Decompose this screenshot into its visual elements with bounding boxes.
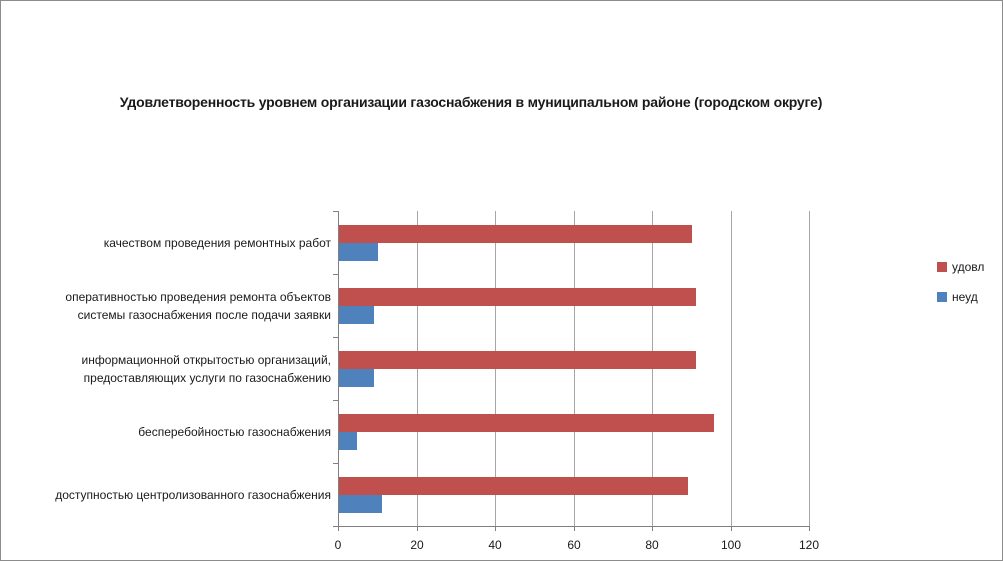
y-axis-tick-3 [333,400,338,401]
x-axis-label-60: 60 [567,538,581,552]
bar-udovl-row1 [339,225,692,243]
y-axis-tick-4 [333,463,338,464]
category-label-row3: информационной открытостью организаций, … [81,352,331,385]
bar-neud-row1 [339,243,378,261]
y-axis-tick-1 [333,274,338,275]
legend-entry-удовл: удовл [937,260,984,274]
x-axis-label-100: 100 [720,538,742,552]
legend-entry-неуд: неуд [937,290,984,304]
x-axis-tick-100 [731,526,732,531]
bar-udovl-row4 [339,414,714,432]
bar-udovl-row5 [339,477,688,495]
x-axis-label-80: 80 [645,538,659,552]
x-axis-tick-80 [652,526,653,531]
chart-title: Удовлетворенность уровнем организации га… [119,94,823,110]
bar-neud-row3 [339,369,374,387]
legend-label-неуд: неуд [952,290,978,304]
x-axis-tick-120 [809,526,810,531]
x-axis-tick-40 [495,526,496,531]
category-label-row5: доступностью центролизованного газоснабж… [55,487,331,502]
bar-udovl-row3 [339,351,696,369]
category-label-row4: бесперебойностью газоснабжения [138,424,331,439]
x-axis-label-0: 0 [334,538,342,552]
x-axis-label-20: 20 [410,538,424,552]
category-label-row2: оперативностью проведения ремонта объект… [65,289,331,322]
y-axis-tick-0 [333,211,338,212]
legend-swatch-неуд [937,292,947,302]
x-axis-label-120: 120 [798,538,820,552]
gridline-100 [731,211,732,526]
bar-neud-row2 [339,306,374,324]
legend-label-удовл: удовл [952,260,985,274]
x-axis-tick-20 [417,526,418,531]
legend: удовл неуд [937,260,984,320]
bar-neud-row4 [339,432,357,450]
y-axis-tick-bottom [333,526,338,527]
category-label-row1: качеством проведения ремонтных работ [103,235,331,250]
x-axis-tick-60 [574,526,575,531]
bar-neud-row5 [339,495,382,513]
y-axis-tick-2 [333,337,338,338]
x-axis-label-40: 40 [488,538,502,552]
x-axis-tick-0 [338,526,339,531]
plot-area [333,211,810,531]
bar-udovl-row2 [339,288,696,306]
gridline-120 [809,211,810,526]
legend-swatch-удовл [937,262,947,272]
